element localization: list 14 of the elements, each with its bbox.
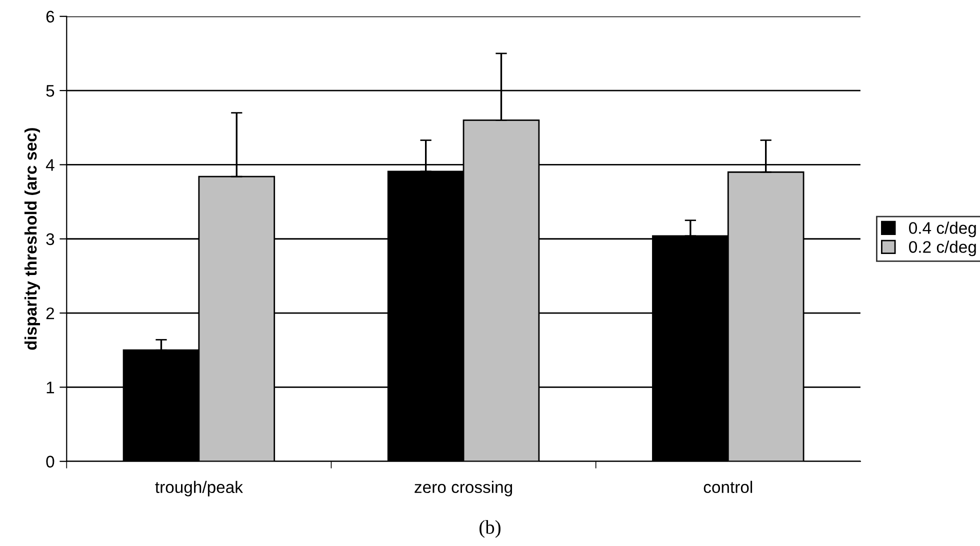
y-tick-label: 2 — [46, 307, 54, 320]
x-tick-label: trough/peak — [155, 480, 243, 496]
legend-label: 0.4 c/deg — [909, 222, 976, 238]
text: (b) — [480, 520, 500, 538]
y-axis-title: disparity threshold (arc sec) — [24, 128, 40, 350]
y-tick-label: 4 — [46, 159, 54, 171]
legend-label: 0.2 c/deg — [909, 240, 976, 256]
x-tick-label: control — [704, 480, 752, 494]
y-tick-label: 1 — [46, 382, 54, 394]
y-tick-label: 3 — [46, 233, 54, 246]
y-tick-label: 5 — [46, 85, 54, 97]
y-tick-label: 0 — [46, 456, 54, 468]
x-tick-label: zero crossing — [414, 480, 512, 496]
y-tick-label: 6 — [46, 10, 54, 23]
